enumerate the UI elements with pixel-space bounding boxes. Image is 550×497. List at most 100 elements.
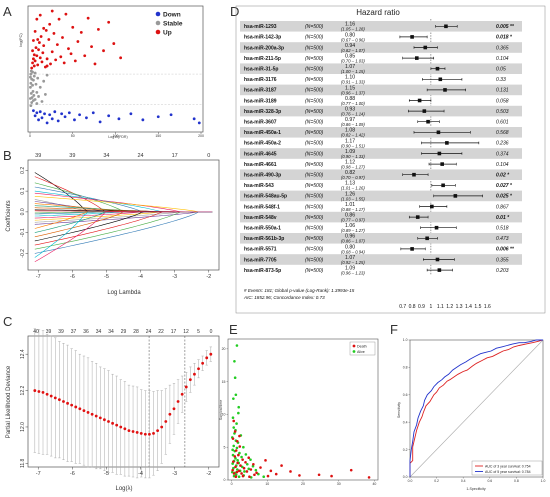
panel-d-row-hr: 0.85	[345, 54, 355, 60]
panel-e-point-death	[238, 445, 242, 448]
panel-c-point	[184, 385, 188, 389]
panel-c-point	[164, 420, 168, 423]
panel-f-xtick-label: 0.0	[408, 479, 413, 483]
panel-e-legend-swatch	[352, 350, 356, 353]
panel-a-point-up	[93, 62, 97, 66]
panel-c-point	[119, 425, 123, 429]
panel-c-top-label: 39	[58, 329, 64, 335]
panel-c-top-label: 37	[71, 329, 77, 335]
panel-a-point-stable	[42, 79, 46, 83]
panel-a-point-stable	[29, 85, 32, 89]
panel-d-row-p: 0.02 *	[496, 173, 510, 179]
panel-f-diagonal	[409, 339, 544, 478]
panel-b-lasso-paths: Log Lambda Coefficients -7 -6 -5 -4 -3 -2 -0.2…	[6, 153, 220, 296]
panel-b-ylabel: Coefficients	[6, 200, 12, 231]
panel-d-row-estimate	[425, 236, 429, 241]
panel-d-row-p: 0.601	[496, 120, 509, 126]
panel-d-row-ci: (0.67 – 0.96)	[341, 37, 365, 42]
panel-d-row-estimate	[444, 24, 448, 29]
panel-d-row-band	[240, 211, 522, 223]
panel-d-row-ci: (0.82 – 1.42)	[341, 133, 365, 138]
panel-a-point-stable	[35, 102, 39, 105]
panel-d-row-estimate	[426, 119, 430, 124]
panel-f-xtick-label: 0.8	[514, 479, 519, 483]
panel-d-row-ci: (0.96 – 1.37)	[341, 90, 365, 95]
panel-a-point-up	[47, 38, 51, 41]
panel-a-point-down	[67, 111, 71, 115]
panel-b-path	[34, 186, 213, 213]
panel-a-point-stable	[35, 90, 39, 94]
panel-b-path	[34, 211, 213, 225]
panel-d-row-name: hsa-miR-548au-5p	[244, 194, 287, 200]
panel-d-row-name: hsa-miR-142-3p	[244, 35, 281, 41]
panel-e-point-alive	[231, 416, 235, 419]
panel-d-row-hr: 1.06	[345, 223, 355, 229]
panel-d-row-hr: 0.86	[345, 213, 355, 219]
panel-a-point-stable	[33, 71, 37, 75]
panel-e-legend-label: Death	[357, 344, 367, 348]
panel-d-row-n: (N=500)	[305, 268, 324, 274]
panel-e-xtick-label: 20	[301, 482, 305, 486]
panel-d-xtick-label: 1.4	[465, 304, 472, 310]
panel-b-xtick-label: -4	[138, 274, 143, 280]
panel-a-point-stable	[30, 101, 34, 104]
panel-a-point-up	[39, 35, 43, 38]
panel-d-row-band	[240, 63, 522, 74]
panel-a-point-up	[67, 47, 70, 51]
panel-e-point-death	[245, 470, 249, 473]
panel-e-point-alive	[233, 432, 236, 435]
panel-e-point-death	[248, 475, 251, 479]
panel-a-point-up	[33, 59, 37, 63]
panel-f-legend-label: AUC of 3 year survival: 0.754	[485, 464, 531, 468]
panel-e-point-death	[231, 468, 234, 472]
panel-a-point-up	[40, 60, 44, 64]
panel-c-point	[160, 425, 164, 429]
panel-b-top-label: 34	[103, 153, 109, 159]
panel-e-point-alive	[232, 444, 236, 448]
panel-d-title: Hazard ratio	[356, 8, 400, 17]
panel-c-point	[201, 361, 205, 365]
panel-c-top-label: 17	[171, 329, 177, 335]
panel-c-point	[86, 411, 90, 414]
panel-a-point-stable	[29, 97, 32, 100]
panel-d-row-n: (N=500)	[305, 194, 324, 200]
panel-a-legend-swatch	[155, 11, 161, 17]
panel-d-row-estimate	[415, 56, 419, 60]
panel-a-xtick-label: 200	[198, 134, 204, 138]
panel-e-point-alive	[234, 473, 238, 477]
panel-e-point-alive	[234, 393, 238, 397]
panel-d-row-name: hsa-miR-548v	[244, 215, 277, 221]
panel-e-point-alive	[240, 455, 243, 459]
panel-e-point-death	[239, 464, 242, 467]
panel-d-row-n: (N=500)	[305, 236, 324, 242]
panel-a-xtick-label: 150	[155, 134, 161, 138]
panel-d-rows: hsa-miR-1293 (N=500) 1.16(1.05 – 1.28) 0.00…	[240, 19, 522, 276]
panel-e-legend-swatch	[352, 344, 356, 348]
panel-c-point	[62, 400, 65, 403]
panel-f-ytick-label: 0.6	[403, 393, 408, 397]
panel-d-row-ci: (0.91 – 1.33)	[341, 80, 365, 85]
panel-d-row-name: hsa-miR-3187	[244, 88, 277, 94]
panel-a-point-down	[37, 118, 40, 122]
panel-d-row-band	[240, 190, 522, 202]
panel-a-xtick-label: 100	[113, 134, 119, 138]
panel-c-top-label: 40	[33, 329, 39, 335]
panel-b-top-label: 39	[69, 153, 75, 159]
panel-a-point-down	[107, 114, 111, 118]
panel-b-xtick-label: -5	[104, 274, 109, 280]
panel-a-point-up	[52, 32, 56, 35]
panel-c-point	[123, 427, 127, 431]
panel-e-point-alive	[237, 405, 241, 409]
panel-e-point-death	[235, 470, 239, 474]
panel-a-point-up	[97, 27, 100, 31]
panel-d-row-hr: 1.10	[345, 75, 355, 81]
panel-e-point-death	[238, 434, 241, 438]
panel-a-point-down	[35, 111, 39, 115]
panel-d-row-n: (N=500)	[305, 247, 324, 253]
panel-b-xtick-label: -6	[70, 274, 75, 280]
panel-e-point-death	[253, 473, 256, 477]
panel-c-point	[188, 378, 192, 382]
panel-d-row-ci: (0.70 – 1.03)	[341, 59, 365, 64]
panel-d-border	[235, 5, 546, 314]
panel-a-point-up	[119, 56, 123, 60]
